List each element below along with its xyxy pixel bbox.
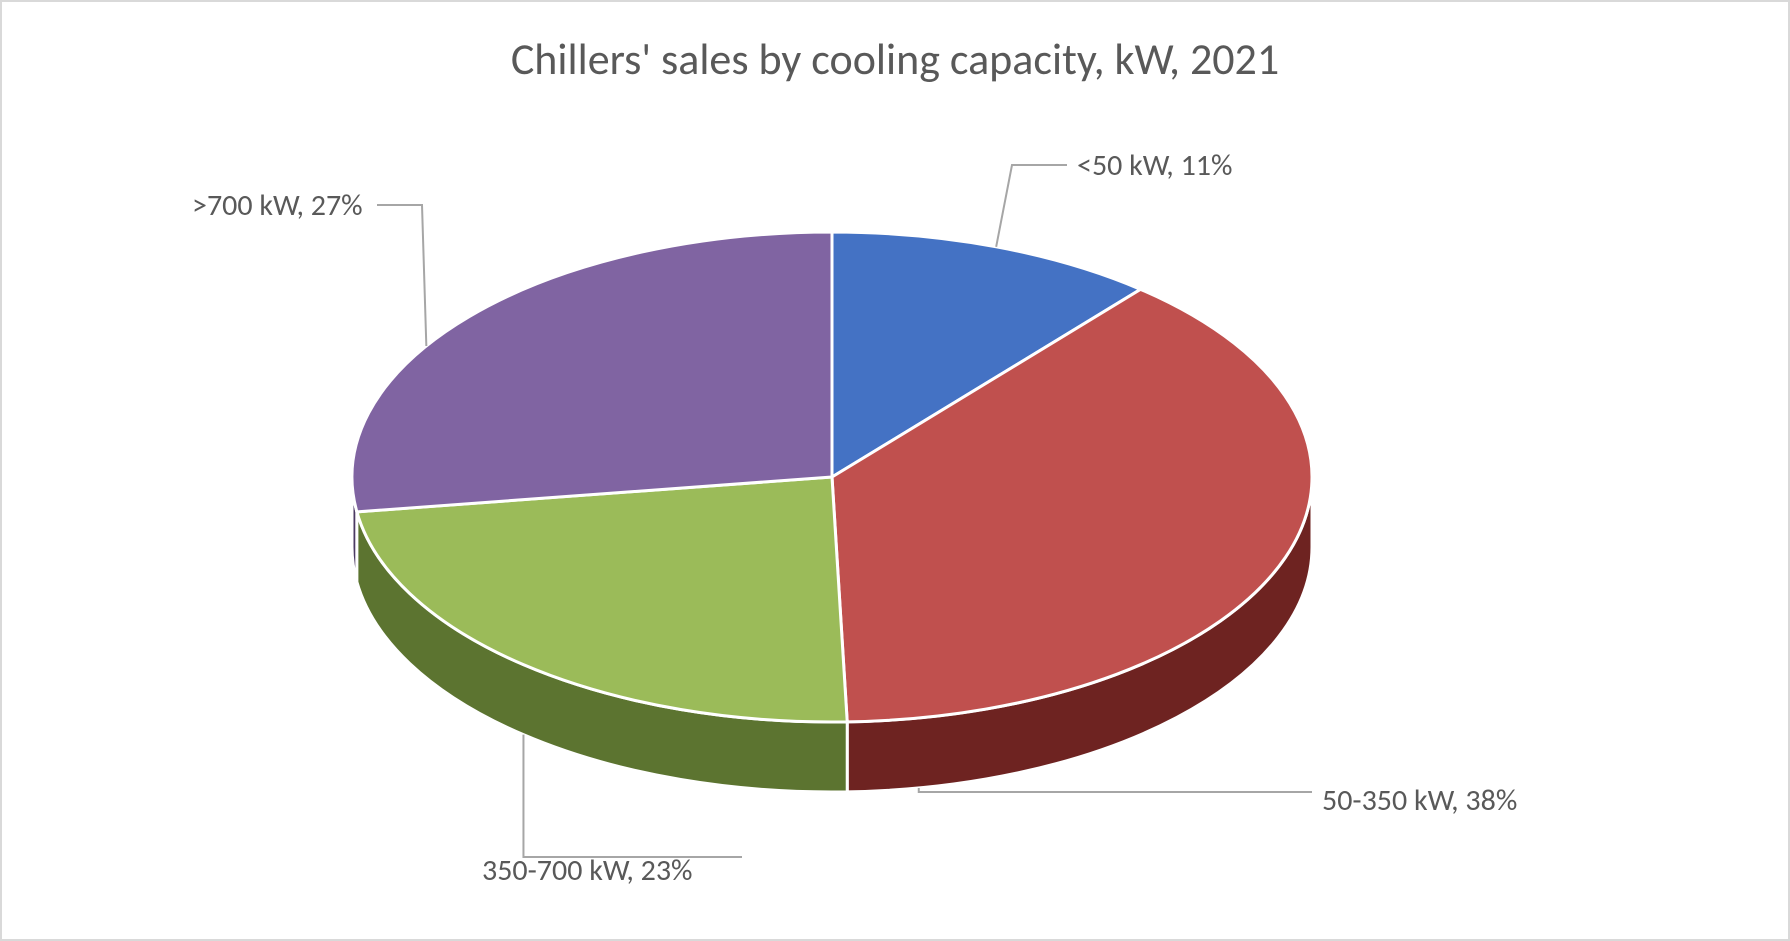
slice-label-gt700: >700 kW, 27%	[192, 187, 363, 224]
pie-slice	[357, 477, 847, 722]
slice-label-lt50: <50 kW, 11%	[1077, 147, 1232, 184]
leader-line	[996, 165, 1067, 247]
chart-container: Chillers' sales by cooling capacity, kW,…	[0, 0, 1790, 941]
leader-line	[377, 205, 426, 346]
leader-line	[919, 788, 1312, 792]
slice-label-350-700: 350-700 kW, 23%	[482, 852, 692, 889]
chart-title: Chillers' sales by cooling capacity, kW,…	[2, 32, 1788, 86]
slice-label-50-350: 50-350 kW, 38%	[1322, 782, 1517, 819]
pie-chart: <50 kW, 11% 50-350 kW, 38% 350-700 kW, 2…	[2, 157, 1788, 939]
